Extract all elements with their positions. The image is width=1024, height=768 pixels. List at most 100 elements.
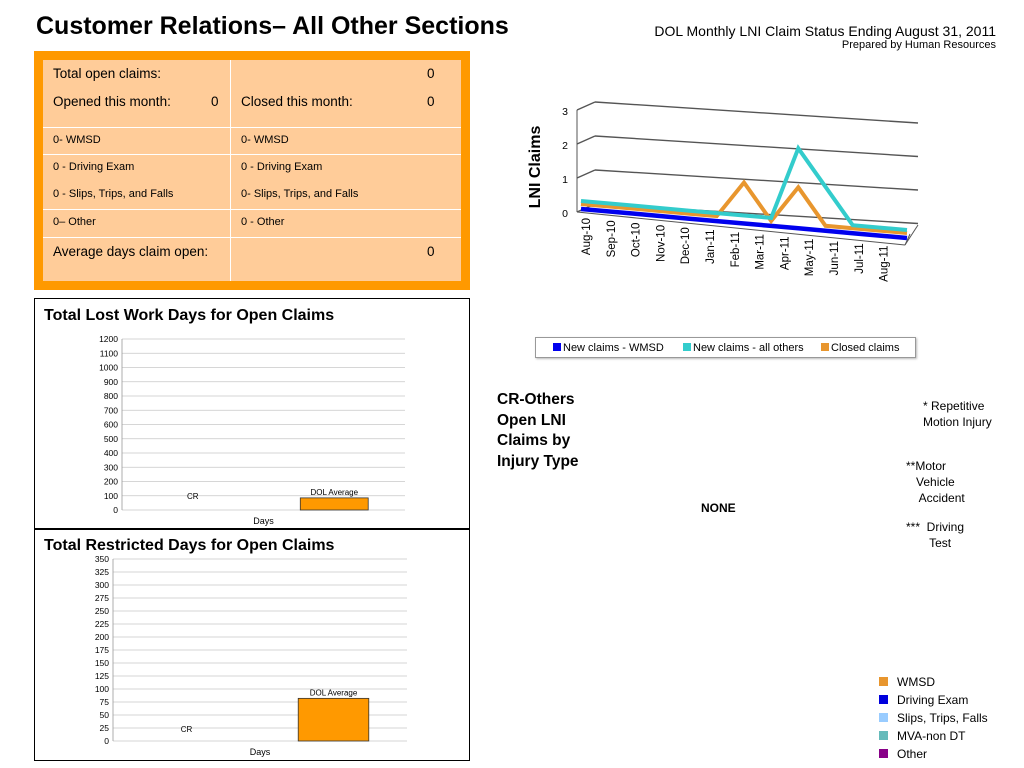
note-repetitive-motion: * Repetitive Motion Injury (923, 399, 992, 429)
summary-divider (230, 60, 231, 281)
report-title: DOL Monthly LNI Claim Status Ending Augu… (654, 23, 996, 39)
summary-divider (43, 237, 461, 238)
legend-swatch (553, 343, 561, 352)
y-tick-label: 1200 (99, 334, 118, 344)
closed-this-month-value: 0 (427, 94, 435, 109)
x-tick-label: Jun-11 (829, 241, 841, 275)
legend-label: Other (897, 747, 928, 761)
y-tick-label: 1 (562, 174, 568, 186)
y-tick-label: 400 (104, 448, 118, 458)
closed-item-slips: 0- Slips, Trips, and Falls (241, 188, 359, 200)
y-tick-label: 700 (104, 405, 118, 415)
legend-swatch (879, 677, 888, 686)
legend-item-closed: Closed claims (821, 342, 899, 354)
note-motor-vehicle: **Motor Vehicle Accident (906, 459, 965, 505)
legend-swatch (879, 695, 888, 704)
floor-edge (904, 233, 911, 246)
y-tick-label: 175 (95, 645, 109, 655)
legend-label: New claims - all others (693, 342, 804, 354)
summary-divider (43, 209, 461, 210)
legend-label: Driving Exam (897, 693, 969, 707)
legend-item-all-others: New claims - all others (683, 342, 804, 354)
restricted-days-title: Total Restricted Days for Open Claims (44, 537, 335, 554)
x-tick-label: May-11 (804, 239, 816, 277)
y-tick-label: 275 (95, 593, 109, 603)
x-tick-label: Aug-10 (581, 218, 593, 255)
y-tick-label: 200 (95, 632, 109, 642)
y-tick-label: 3 (562, 106, 568, 118)
bar (297, 697, 370, 742)
gridline (594, 101, 919, 124)
y-tick-label: 2 (562, 140, 568, 152)
open-item-other: 0– Other (53, 216, 96, 228)
legend-swatch (821, 343, 829, 352)
total-open-label: Total open claims: (53, 66, 162, 81)
legend-label: Slips, Trips, Falls (897, 711, 988, 725)
legend-label: New claims - WMSD (563, 342, 664, 354)
total-open-value: 0 (427, 66, 435, 81)
x-tick-label: Jan-11 (705, 230, 717, 264)
y-tick-label: 300 (95, 580, 109, 590)
gridline (576, 101, 596, 111)
series-line (580, 206, 908, 241)
gridline (576, 169, 596, 179)
closed-item-driving-exam: 0 - Driving Exam (241, 161, 323, 173)
cr-others-title: CR-Others Open LNI Claims by Injury Type (497, 391, 579, 470)
y-tick-label: 0 (113, 505, 118, 515)
legend-label: MVA-non DT (897, 729, 966, 743)
prepared-by: Prepared by Human Resources (841, 39, 996, 51)
x-tick-label: Aug-11 (879, 246, 891, 282)
y-tick-label: 1100 (100, 348, 119, 358)
restricted-days-panel: Total Restricted Days for Open Claims 0 2… (34, 529, 470, 761)
x-tick-label: Nov-10 (655, 225, 667, 262)
note-driving-test: *** Driving Test (906, 520, 965, 550)
legend-label: Closed claims (831, 342, 900, 354)
lost-work-days-title: Total Lost Work Days for Open Claims (44, 307, 335, 324)
y-tick-label: 225 (95, 619, 109, 629)
x-axis-label: Days (253, 516, 274, 526)
legend-label: WMSD (897, 675, 935, 689)
y-tick-label: 1000 (99, 363, 118, 373)
average-days-value: 0 (427, 244, 435, 259)
y-tick-label: 325 (95, 567, 109, 577)
legend-swatch (683, 343, 691, 352)
legend-swatch (879, 749, 888, 758)
floor-edge (904, 224, 919, 246)
closed-item-wmsd: 0- WMSD (241, 134, 289, 146)
y-tick-label: 800 (104, 391, 118, 401)
series-line (580, 144, 908, 232)
y-tick-label: 100 (95, 684, 109, 694)
gridline (576, 135, 596, 145)
y-tick-label: 0 (104, 736, 109, 746)
opened-this-month-value: 0 (211, 94, 219, 109)
none-label: NONE (701, 501, 736, 515)
floor-edge (576, 211, 906, 246)
claims-summary-box: Total open claims: 0 Opened this month: … (34, 51, 470, 290)
y-tick-label: 300 (104, 462, 118, 472)
gridline (594, 169, 919, 191)
y-tick-label: 350 (95, 554, 109, 564)
open-item-driving-exam: 0 - Driving Exam (53, 161, 135, 173)
legend-swatch (879, 713, 888, 722)
y-axis-label: LNI Claims (527, 126, 544, 209)
x-tick-label: Mar-11 (755, 234, 767, 270)
y-tick-label: 25 (100, 723, 110, 733)
y-tick-label: 125 (95, 671, 109, 681)
x-tick-label: Jul-11 (854, 243, 866, 273)
lost-work-days-panel: Total Lost Work Days for Open Claims 0 10… (34, 298, 470, 529)
closed-item-other: 0 - Other (241, 216, 285, 228)
legend-swatch (879, 731, 888, 740)
y-tick-label: 900 (104, 377, 118, 387)
summary-divider (43, 154, 461, 155)
x-tick-label: Feb-11 (730, 232, 742, 268)
y-tick-label: 0 (562, 208, 568, 220)
y-tick-label: 75 (100, 697, 110, 707)
gridline (594, 135, 919, 158)
closed-this-month-label: Closed this month: (241, 94, 353, 109)
x-tick-label: Dec-10 (680, 227, 692, 264)
x-axis-label: Days (250, 747, 271, 757)
y-tick-label: 600 (104, 420, 118, 430)
y-tick-label: 250 (95, 606, 109, 616)
y-tick-label: 150 (95, 658, 109, 668)
y-tick-label: 50 (100, 710, 110, 720)
